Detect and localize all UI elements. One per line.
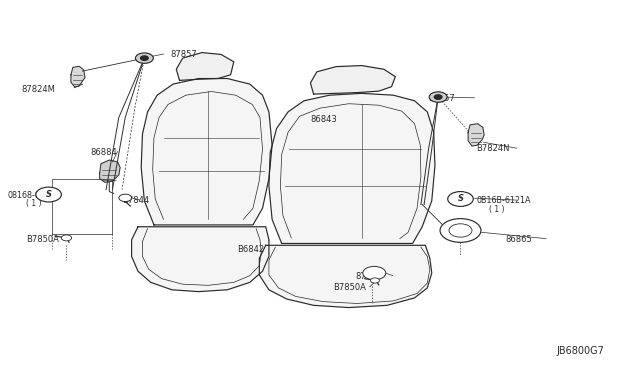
Circle shape [363,266,386,280]
Polygon shape [468,124,484,146]
Text: 87857: 87857 [170,50,196,59]
Circle shape [141,56,148,60]
Circle shape [449,224,472,237]
Circle shape [429,92,447,102]
Circle shape [440,219,481,242]
Circle shape [119,194,132,202]
Polygon shape [269,93,435,243]
Polygon shape [141,78,272,225]
Polygon shape [132,227,269,292]
Polygon shape [100,160,120,182]
Text: B7850A: B7850A [26,235,59,244]
Text: B6842: B6842 [237,244,264,253]
Text: B7844: B7844 [122,196,149,205]
Text: ( 1 ): ( 1 ) [489,205,505,214]
Text: B7824N: B7824N [476,144,510,153]
Text: 87824M: 87824M [21,85,55,94]
Text: S: S [458,195,463,203]
Text: 86843: 86843 [310,115,337,124]
Text: 08168-6121A: 08168-6121A [7,191,61,200]
Circle shape [61,235,72,241]
Circle shape [36,187,61,202]
Text: ( 1 ): ( 1 ) [26,199,42,208]
Polygon shape [259,245,432,308]
Polygon shape [176,52,234,80]
Circle shape [435,95,442,99]
Text: 87857: 87857 [429,94,455,103]
Text: S: S [45,190,52,199]
Text: 86865: 86865 [505,235,532,244]
Polygon shape [71,66,85,87]
Text: 0B16B-6121A: 0B16B-6121A [476,196,531,205]
Text: B7850A: B7850A [333,283,365,292]
Text: JB6800G7: JB6800G7 [556,346,604,356]
Circle shape [448,192,473,206]
Text: 86884: 86884 [90,148,117,157]
Polygon shape [310,65,396,94]
Circle shape [136,53,154,63]
Text: 87844: 87844 [355,272,381,281]
Circle shape [371,278,380,283]
